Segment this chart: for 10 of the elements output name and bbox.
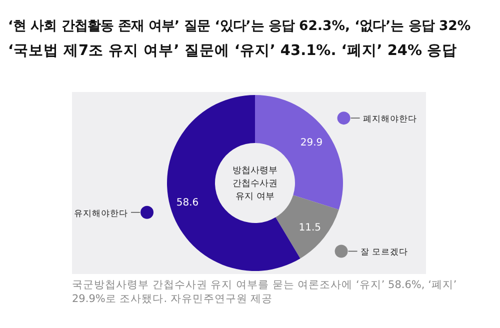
legend-title: 방첩사령부 간첩수사권 유지 여부	[232, 166, 278, 202]
legend-label: 잘 모르겠다	[360, 248, 408, 258]
text: 국군방첩사령부 간첩수사권 유지 여부를 묻는 여론조사에 ‘유지’ 58.6%, ‘폐지’ 29.9%로 조사됐다. 자유민주연구원 제공	[72, 278, 458, 306]
chart-subtitle: ‘국보법 제7조 유지 여부’ 질문에 ‘유지’ 43.1%. ‘폐지’ 24% 응답	[8, 43, 458, 59]
data-label: 11.5	[298, 222, 322, 234]
legend-label: 폐지해야한다	[362, 114, 417, 125]
chart-title: ‘현 사회 간첩활동 존재 여부’ 질문 ‘있다’는 응답 62.3%, ‘없다’는 응답 32%	[8, 19, 471, 34]
data-label: 58.6	[176, 198, 199, 209]
slice-label: 유지해야한다	[74, 208, 128, 219]
data-label: 29.9	[300, 138, 323, 149]
